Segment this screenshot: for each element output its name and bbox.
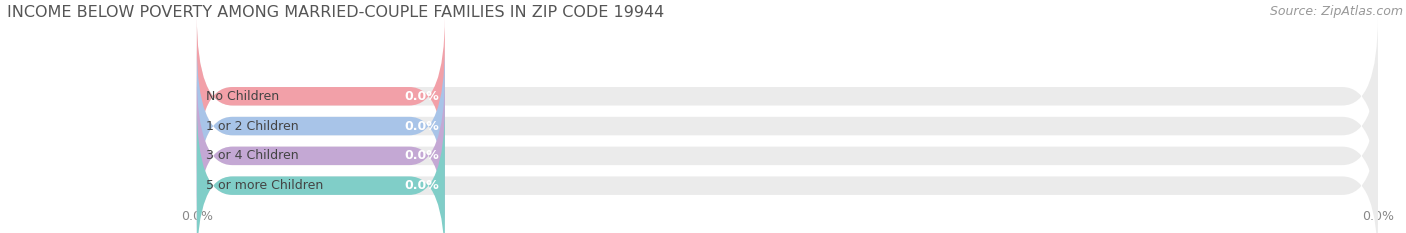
Text: 5 or more Children: 5 or more Children [207,179,323,192]
FancyBboxPatch shape [197,16,444,176]
FancyBboxPatch shape [197,76,1378,233]
FancyBboxPatch shape [197,16,1378,176]
Text: Source: ZipAtlas.com: Source: ZipAtlas.com [1270,5,1403,18]
Text: 0.0%: 0.0% [404,179,439,192]
FancyBboxPatch shape [197,106,1378,233]
Text: INCOME BELOW POVERTY AMONG MARRIED-COUPLE FAMILIES IN ZIP CODE 19944: INCOME BELOW POVERTY AMONG MARRIED-COUPL… [7,5,664,20]
FancyBboxPatch shape [197,46,1378,206]
Text: 0.0%: 0.0% [404,90,439,103]
FancyBboxPatch shape [197,106,444,233]
Text: 0.0%: 0.0% [404,149,439,162]
Text: 3 or 4 Children: 3 or 4 Children [207,149,299,162]
FancyBboxPatch shape [197,76,444,233]
Text: 0.0%: 0.0% [404,120,439,133]
FancyBboxPatch shape [197,46,444,206]
Text: 1 or 2 Children: 1 or 2 Children [207,120,299,133]
Text: No Children: No Children [207,90,280,103]
